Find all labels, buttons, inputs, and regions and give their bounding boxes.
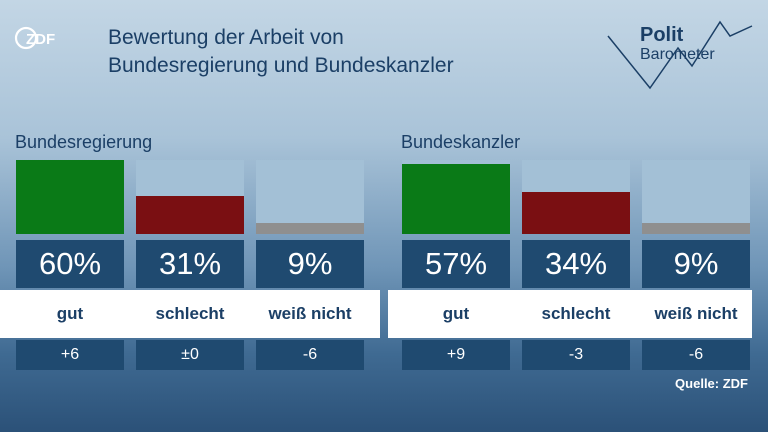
bar-background: [402, 160, 510, 234]
bar-weiss-nicht: [256, 222, 364, 234]
bar-background: [256, 160, 364, 234]
bar-gut: [16, 160, 124, 234]
category-label: weiß nicht: [654, 304, 738, 323]
change-label: -6: [642, 340, 750, 370]
title-line-2: Bundesregierung und Bundeskanzler: [108, 54, 454, 77]
bar-background: [642, 160, 750, 234]
brand-line-1: Polit: [640, 24, 684, 46]
zdf-logo: ZDF: [14, 26, 55, 50]
politbarometer-line-icon: [607, 20, 753, 90]
bar-background: [136, 160, 244, 234]
change-label: -6: [256, 340, 364, 370]
bar-background: [16, 160, 124, 234]
value-label: 34%: [522, 240, 630, 288]
change-label: +6: [16, 340, 124, 370]
value-label: 31%: [136, 240, 244, 288]
zdf-logo-text: ZDF: [26, 31, 55, 48]
change-label: +9: [402, 340, 510, 370]
value-label: 9%: [642, 240, 750, 288]
brand-line-2: Barometer: [640, 46, 715, 63]
bar-schlecht: [522, 192, 630, 234]
bar-gut: [402, 163, 510, 234]
bar-background: [522, 160, 630, 234]
value-label: 57%: [402, 240, 510, 288]
politbarometer-logo: Polit Barometer: [600, 18, 760, 90]
change-label: -3: [522, 340, 630, 370]
bar-schlecht: [136, 195, 244, 234]
bar-weiss-nicht: [642, 222, 750, 234]
panel-title: Bundesregierung: [15, 132, 153, 152]
title-line-1: Bewertung der Arbeit von: [108, 26, 344, 49]
panel-title: Bundeskanzler: [401, 132, 521, 152]
category-label: gut: [56, 304, 84, 323]
category-label: gut: [442, 304, 470, 323]
change-label: ±0: [136, 340, 244, 370]
source-note: Quelle: ZDF: [675, 376, 748, 391]
value-label: 60%: [16, 240, 124, 288]
category-strip: [388, 290, 752, 338]
category-label: schlecht: [155, 304, 225, 323]
category-label: schlecht: [541, 304, 611, 323]
category-strip: [0, 290, 380, 338]
value-label: 9%: [256, 240, 364, 288]
category-label: weiß nicht: [268, 304, 352, 323]
page-title: Bewertung der Arbeit von Bundesregierung…: [108, 24, 454, 80]
